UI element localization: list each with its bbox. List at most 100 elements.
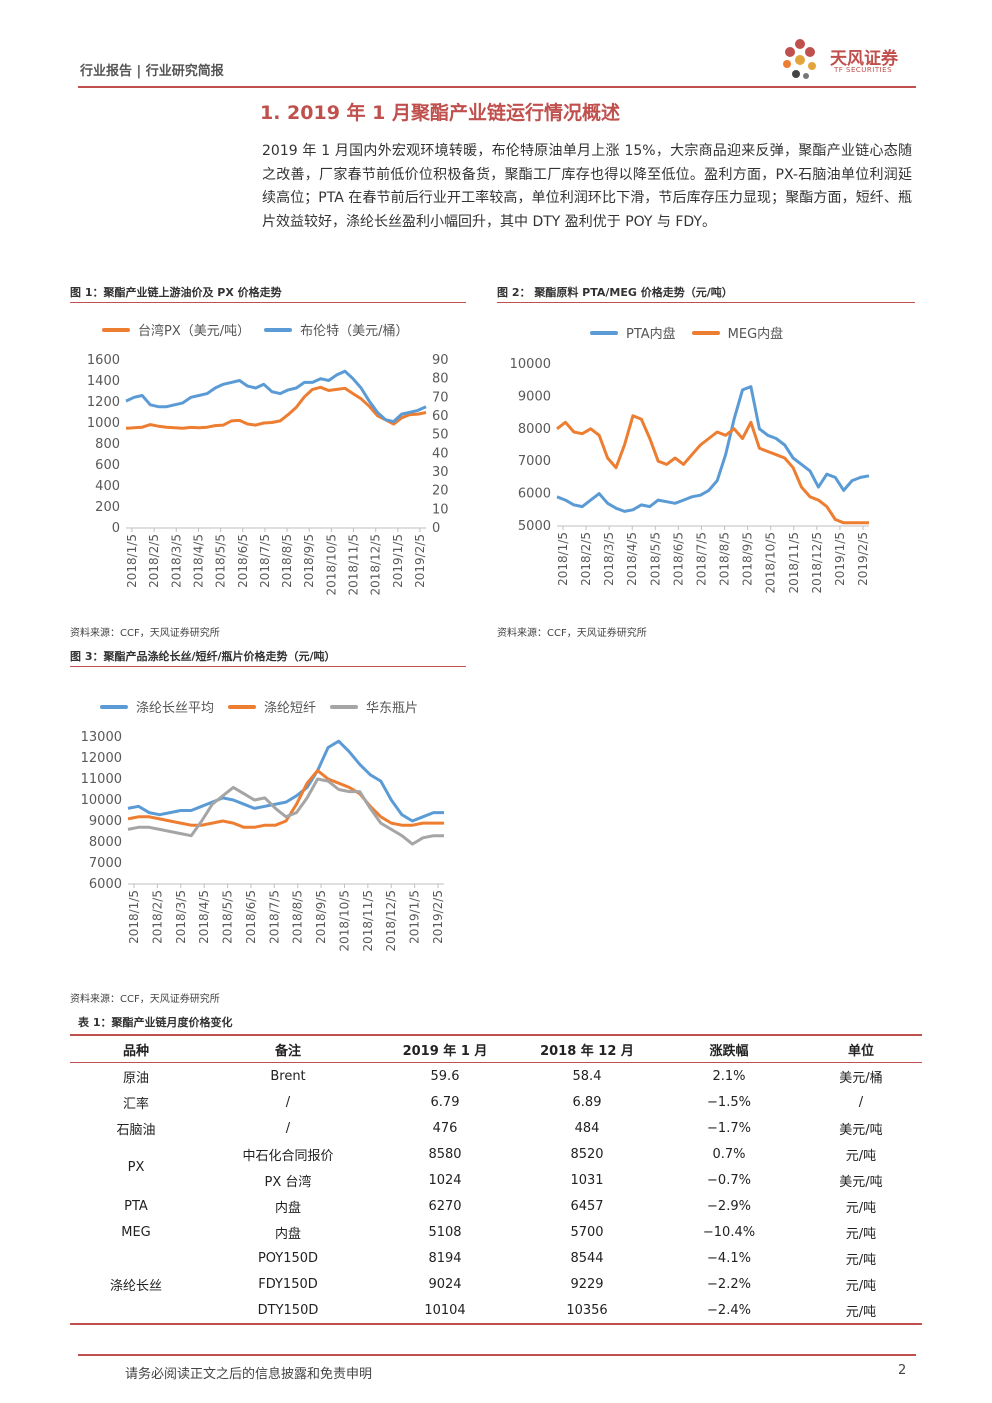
x-tick-label: 2018/8/5 xyxy=(718,532,732,586)
y-tick-label: 6000 xyxy=(89,877,122,892)
legend-label-filament: 涤纶长丝平均 xyxy=(136,701,215,716)
x-tick-label: 2018/2/5 xyxy=(150,890,164,944)
report-type-header: 行业报告 | 行业研究简报 xyxy=(80,64,224,79)
x-tick-label: 2018/1/5 xyxy=(556,532,570,586)
y-tick-label: 11000 xyxy=(81,772,122,787)
x-tick-label: 2019/2/5 xyxy=(413,534,427,588)
table-header: 品种 xyxy=(70,1034,202,1063)
legend-swatch-px xyxy=(102,327,130,332)
y-tick-label: 200 xyxy=(95,500,120,515)
figure-2-divider xyxy=(497,302,915,303)
y2-tick-label: 90 xyxy=(432,353,449,368)
table-cell-chg: −1.7% xyxy=(707,1120,751,1136)
table-row: FDY150D 9024 9229 −2.2% 元/吨 xyxy=(70,1271,922,1297)
table-row: MEG 内盘 5108 5700 −10.4% 元/吨 xyxy=(70,1219,922,1245)
x-tick-label: 2018/1/5 xyxy=(127,890,141,944)
price-change-table: 品种 备注 2019 年 1 月 2018 年 12 月 涨跌幅 单位 原油 Br… xyxy=(70,1034,922,1325)
table-row: PTA 内盘 6270 6457 −2.9% 元/吨 xyxy=(70,1193,922,1219)
table-cell-jan: 6270 xyxy=(428,1198,462,1214)
table-cell-unit: 美元/桶 xyxy=(839,1070,883,1086)
figure-2-legend: PTA内盘 MEG内盘 xyxy=(590,323,783,342)
table-cell-jan: 8580 xyxy=(428,1146,462,1162)
figure-3-legend: 涤纶长丝平均 涤纶短纤 华东瓶片 xyxy=(100,697,418,716)
table-row: PX 台湾 1024 1031 −0.7% 美元/吨 xyxy=(70,1167,922,1193)
logo-subtitle: TF SECURITIES xyxy=(834,66,893,74)
table-row: PX 中石化合同报价 8580 8520 0.7% 元/吨 xyxy=(70,1141,922,1175)
table-header: 2018 年 12 月 xyxy=(516,1034,658,1063)
series-line-1 xyxy=(127,769,444,829)
tf-securities-logo: 天风证券 TF SECURITIES xyxy=(778,36,918,82)
series-line-0 xyxy=(556,385,870,513)
x-tick-label: 2018/2/5 xyxy=(579,532,593,586)
x-tick-label: 2018/5/5 xyxy=(221,890,235,944)
figure-3-caption: 图 3：聚酯产品涤纶长丝/短纤/瓶片价格走势（元/吨） xyxy=(70,650,336,663)
x-tick-label: 2018/4/5 xyxy=(191,534,205,588)
table-row: DTY150D 10104 10356 −2.4% 元/吨 xyxy=(70,1297,922,1325)
table-cell-jan: 10104 xyxy=(374,1297,516,1325)
x-tick-label: 2018/8/5 xyxy=(291,890,305,944)
table-cell-chg: −2.4% xyxy=(658,1297,800,1325)
table-cell-dec: 9229 xyxy=(570,1276,604,1292)
y2-tick-label: 10 xyxy=(432,502,449,517)
x-tick-label: 2018/5/5 xyxy=(648,532,662,586)
table-cell-unit: / xyxy=(858,1094,864,1110)
y-tick-label: 7000 xyxy=(518,454,551,469)
table-cell-unit: 元/吨 xyxy=(845,1252,877,1268)
x-tick-label: 2018/4/5 xyxy=(625,532,639,586)
table-header: 单位 xyxy=(800,1034,922,1063)
x-tick-label: 2018/6/5 xyxy=(244,890,258,944)
flower-logo-icon xyxy=(783,39,816,79)
y2-tick-label: 70 xyxy=(432,390,449,405)
figure-1-source: 资料来源：CCF，天风证券研究所 xyxy=(70,628,220,639)
x-tick-label: 2018/7/5 xyxy=(267,890,281,944)
y2-tick-label: 30 xyxy=(432,465,449,480)
table-cell-chg: −2.9% xyxy=(707,1198,751,1214)
table-cell-jan: 6.79 xyxy=(430,1094,460,1110)
table-cell-dec: 484 xyxy=(574,1120,600,1136)
table-cell-cat: 原油 xyxy=(122,1070,149,1086)
table-cell-cat: PTA xyxy=(124,1198,148,1214)
x-tick-label: 2018/10/5 xyxy=(337,890,351,952)
table-cell-note: PX 台湾 xyxy=(264,1174,312,1190)
x-tick-label: 2018/4/5 xyxy=(197,890,211,944)
x-tick-label: 2018/11/5 xyxy=(347,534,361,596)
legend-swatch-staple xyxy=(228,704,257,709)
table-cell-chg: −1.5% xyxy=(707,1094,751,1110)
y-tick-label: 6000 xyxy=(518,487,551,502)
table-cell-dec: 6457 xyxy=(570,1198,604,1214)
legend-label-pta: PTA内盘 xyxy=(626,327,676,342)
table-cell-note: POY150D xyxy=(257,1250,319,1266)
table-row: 石脑油 / 476 484 −1.7% 美元/吨 xyxy=(70,1115,922,1141)
table-cell-jan: 1024 xyxy=(428,1172,462,1188)
y-tick-label: 8000 xyxy=(518,422,551,437)
table-cell-chg: −4.1% xyxy=(707,1250,751,1266)
legend-swatch-pta xyxy=(590,330,618,335)
footer-disclaimer: 请务必阅读正文之后的信息披露和免责申明 xyxy=(125,1367,373,1382)
table-cell-note: / xyxy=(285,1120,291,1136)
figure-3-divider xyxy=(70,666,466,667)
x-tick-label: 2018/10/5 xyxy=(764,532,778,594)
y2-tick-label: 0 xyxy=(432,521,440,536)
table-cell-dec: 8544 xyxy=(570,1250,604,1266)
y2-tick-label: 20 xyxy=(432,484,449,499)
figure-1-chart: 1600140012001000800600400200090807060504… xyxy=(87,353,449,596)
x-tick-label: 2018/12/5 xyxy=(369,534,383,596)
table-cell-note: 中石化合同报价 xyxy=(242,1148,334,1164)
y-tick-label: 5000 xyxy=(518,519,551,534)
table-cell-unit: 元/吨 xyxy=(845,1200,877,1216)
table-cell-unit: 元/吨 xyxy=(800,1297,922,1325)
figure-2-chart: 10000 9000 8000 7000 6000 5000 2018/1/5 2018/2/… xyxy=(510,357,870,594)
x-tick-label: 2018/3/5 xyxy=(602,532,616,586)
y-tick-label: 1200 xyxy=(87,395,120,410)
series-line-0 xyxy=(127,739,444,823)
table-cell-note: FDY150D xyxy=(258,1276,318,1292)
x-tick-label: 2018/3/5 xyxy=(169,534,183,588)
y-tick-label: 10000 xyxy=(81,793,122,808)
x-tick-label: 2018/11/5 xyxy=(787,532,801,594)
table-cell-cat: 汇率 xyxy=(122,1096,149,1112)
table-cell-jan: 8194 xyxy=(428,1250,462,1266)
legend-swatch-filament xyxy=(100,704,128,709)
table-cell-cat: 石脑油 xyxy=(116,1122,156,1138)
x-tick-label: 2018/6/5 xyxy=(671,532,685,586)
x-tick-label: 2018/9/5 xyxy=(314,890,328,944)
